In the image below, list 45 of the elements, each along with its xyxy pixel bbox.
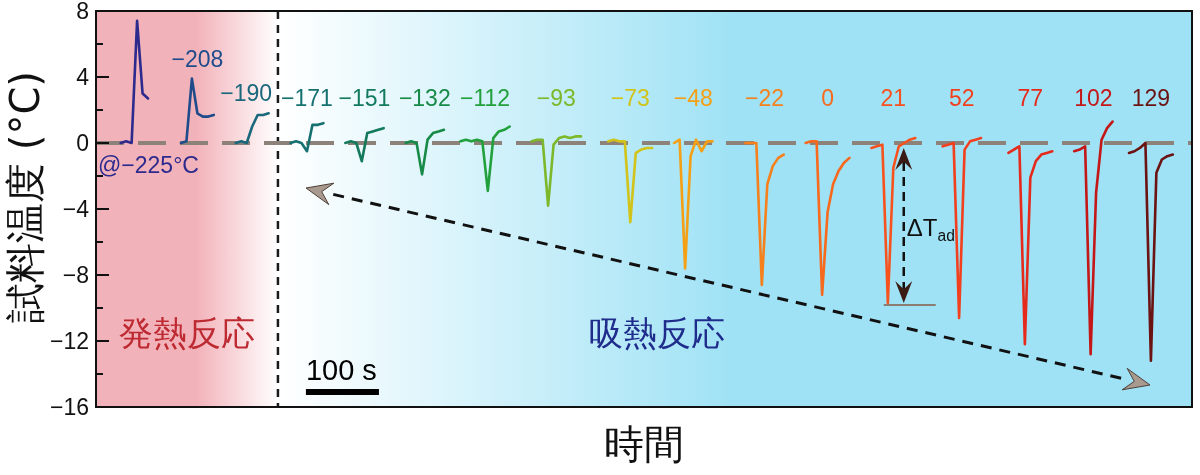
- line-series: [459, 125, 512, 193]
- annotation: 発熱反応: [118, 313, 255, 353]
- line-series: [234, 112, 270, 145]
- series-label: −190: [220, 80, 273, 107]
- y-tick-label: 4: [76, 64, 90, 91]
- line-series: [607, 138, 654, 224]
- series-label: −132: [398, 85, 451, 111]
- series-label: 21: [880, 85, 907, 111]
- y-tick-label: −12: [49, 328, 89, 355]
- series-label: @−225°C: [98, 152, 199, 178]
- line-series: [744, 141, 786, 287]
- series-label: −73: [610, 85, 650, 111]
- series-label: −208: [171, 45, 224, 72]
- x-axis-title: 時間: [604, 421, 684, 467]
- line-series: [344, 126, 385, 163]
- line-series: [1072, 120, 1114, 356]
- y-tick-label: −16: [49, 394, 89, 421]
- line-series: [672, 138, 714, 270]
- series-label: −171: [281, 85, 333, 111]
- series-label: −22: [745, 85, 785, 111]
- series-label: 52: [949, 85, 975, 111]
- line-series: [1127, 141, 1175, 363]
- series-label: −112: [460, 85, 511, 111]
- line-series: [530, 135, 583, 207]
- series-label: −48: [673, 85, 713, 111]
- line-series: [804, 140, 851, 297]
- annotation: 100 s: [305, 354, 377, 386]
- y-tick-label: −8: [62, 262, 89, 289]
- annotation: ΔT$_{ad}$: [906, 213, 955, 244]
- annotation: 吸熱反応: [589, 313, 726, 353]
- y-tick-label: −4: [62, 196, 90, 223]
- line-series: [119, 19, 150, 145]
- series-label: 77: [1017, 85, 1044, 111]
- y-axis-title: 試料温度 (°C): [2, 71, 48, 323]
- series-label: 129: [1131, 85, 1171, 111]
- y-tick-label: 0: [76, 130, 89, 157]
- series-label: 102: [1074, 85, 1113, 111]
- series-label: 0: [821, 85, 834, 111]
- y-tick-label: 8: [76, 0, 89, 25]
- line-series: [179, 77, 216, 145]
- series-label: −151: [338, 85, 391, 111]
- line-series: [1007, 145, 1054, 346]
- line-series: [404, 128, 446, 176]
- line-series: [289, 121, 325, 153]
- series-label: −93: [536, 85, 576, 111]
